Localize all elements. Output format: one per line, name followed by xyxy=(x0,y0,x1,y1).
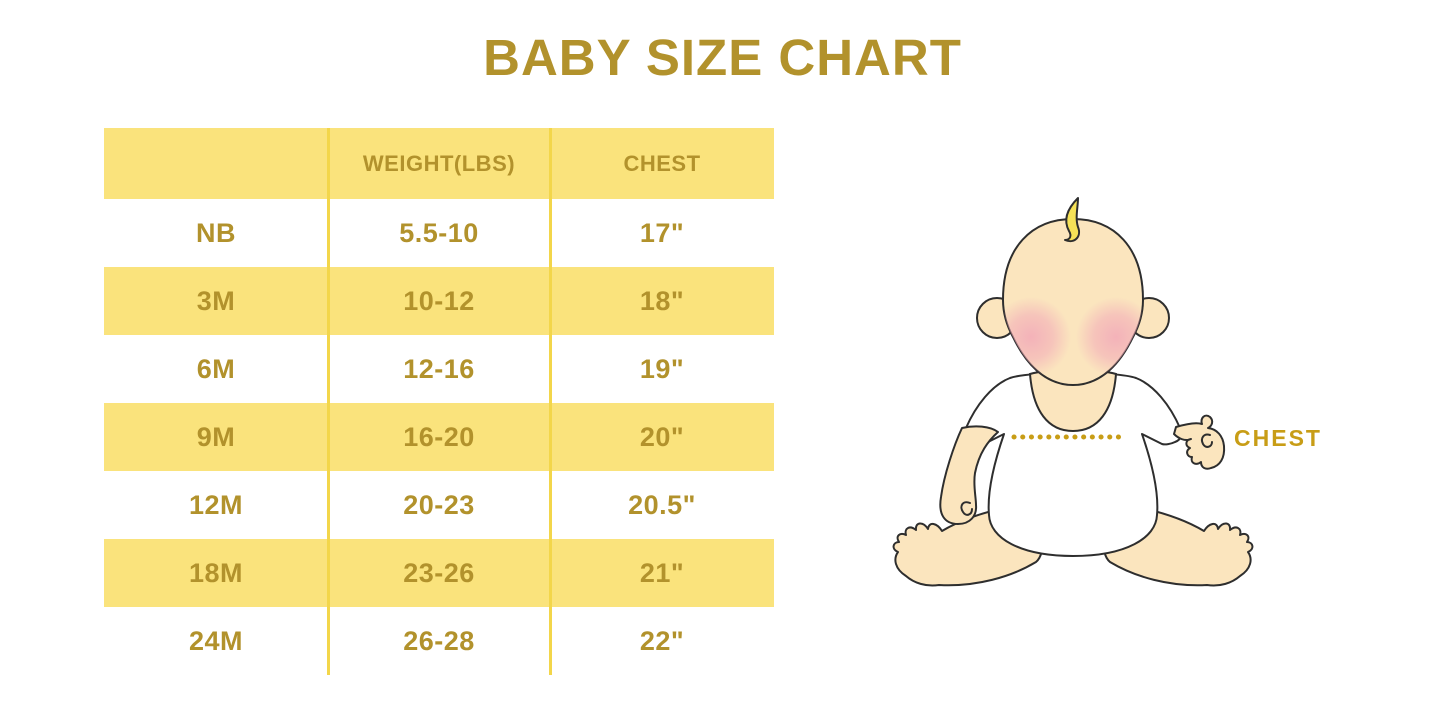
chest-cell: 17" xyxy=(639,217,685,248)
table-row: 9M 16-20 20" xyxy=(104,403,774,471)
table-row: 24M 26-28 22" xyxy=(104,607,774,675)
weight-cell: 5.5-10 xyxy=(399,217,479,248)
weight-cell: 16-20 xyxy=(403,421,475,452)
table-row: 6M 12-16 19" xyxy=(104,335,774,403)
size-cell: 6M xyxy=(196,353,236,384)
size-cell: 24M xyxy=(188,625,244,656)
table-row: 18M 23-26 21" xyxy=(104,539,774,607)
chest-cell: 19" xyxy=(639,353,685,384)
weight-cell: 26-28 xyxy=(403,625,475,656)
table-row: 12M 20-23 20.5" xyxy=(104,471,774,539)
baby-ears xyxy=(976,297,1170,339)
weight-cell: 20-23 xyxy=(403,489,475,520)
header-cell-chest: CHEST xyxy=(623,150,701,176)
chest-cell: 22" xyxy=(639,625,685,656)
table-row: NB 5.5-10 17" xyxy=(104,199,774,267)
page-title: BABY SIZE CHART xyxy=(483,29,962,86)
column-divider xyxy=(549,128,552,675)
table-row: 3M 10-12 18" xyxy=(104,267,774,335)
size-table: WEIGHT(LBS) CHEST NB 5.5-10 17" 3M 10-12… xyxy=(104,128,774,675)
size-cell: 12M xyxy=(188,489,244,520)
size-cell: 3M xyxy=(196,285,236,316)
chest-label: CHEST xyxy=(1234,425,1322,451)
baby-hair-curl xyxy=(1064,197,1080,243)
header-cell-weight: WEIGHT(LBS) xyxy=(362,150,516,176)
header-cell-size xyxy=(104,128,328,199)
chest-cell: 20" xyxy=(639,421,685,452)
table-header-row: WEIGHT(LBS) CHEST xyxy=(104,128,774,199)
weight-cell: 10-12 xyxy=(403,285,475,316)
baby-left-arm xyxy=(939,425,999,525)
baby-illustration: CHEST xyxy=(892,197,1322,587)
baby-right-arm xyxy=(1173,414,1226,470)
chest-cell: 20.5" xyxy=(628,489,696,520)
column-divider xyxy=(327,128,330,675)
weight-cell: 23-26 xyxy=(403,557,475,588)
weight-cell: 12-16 xyxy=(403,353,475,384)
chest-cell: 18" xyxy=(639,285,685,316)
size-cell: 18M xyxy=(188,557,244,588)
size-cell: 9M xyxy=(196,421,236,452)
size-cell: NB xyxy=(196,217,236,248)
chest-cell: 21" xyxy=(639,557,685,588)
